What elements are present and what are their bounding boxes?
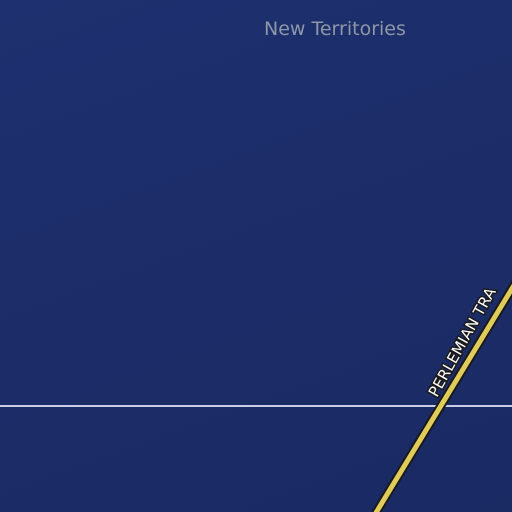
road-line[interactable] <box>373 282 512 512</box>
road-label: PERLEMIAN TRA <box>425 284 500 400</box>
region-label: New Territories <box>264 18 406 40</box>
